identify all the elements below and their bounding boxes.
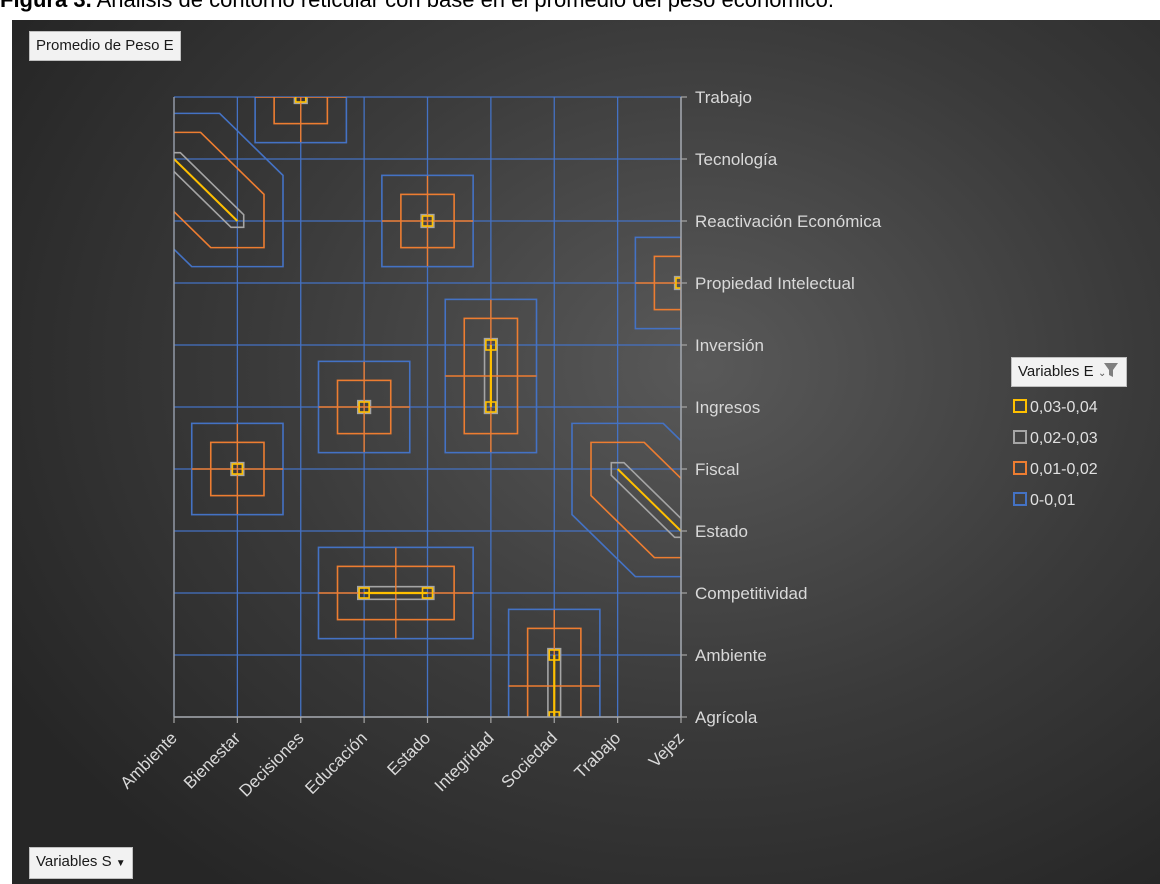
svg-text:⌄: ⌄ (1098, 368, 1106, 379)
y-tick-label: Estado (695, 522, 748, 541)
legend-label: 0-0,01 (1030, 492, 1076, 509)
contour-peak (231, 463, 244, 475)
contour-layer (174, 97, 681, 717)
contour-peak (421, 587, 434, 599)
y-tick-label: Fiscal (695, 460, 739, 479)
filter-icon: ⌄ (1098, 363, 1118, 379)
contour-ring (174, 131, 265, 249)
y-tick-label: Reactivación Económica (695, 212, 882, 231)
y-tick-label: Ingresos (695, 398, 760, 417)
contour-ring (590, 441, 681, 559)
x-tick-label: Bienestar (180, 728, 244, 792)
y-tick-label: Propiedad Intelectual (695, 274, 855, 293)
y-tick-label: Inversión (695, 336, 764, 355)
axis-field-button-label: Variables S (36, 853, 112, 870)
contour-peak (358, 401, 370, 413)
contour-ring (254, 97, 348, 144)
x-tick-label: Trabajo (571, 728, 625, 782)
x-tick-label: Vejez (645, 728, 688, 771)
x-tick-label: Integridad (431, 728, 498, 795)
y-tick-label: Competitividad (695, 584, 807, 603)
legend-field-button[interactable]: Variables E ⌄ (1011, 357, 1127, 387)
caption-text: Análisis de contorno reticular con base … (92, 0, 834, 12)
x-tick-label: Sociedad (498, 728, 562, 792)
contour-peak (485, 339, 497, 351)
contour-peak-line (616, 468, 681, 532)
figure-caption: Figura 3. Análisis de contorno reticular… (0, 0, 1160, 12)
y-tick-label: Agrícola (695, 708, 758, 727)
axis-field-button[interactable]: Variables S ▼ (29, 847, 133, 879)
contour-ring (174, 151, 245, 229)
dropdown-arrow-icon: ▼ (115, 858, 126, 869)
y-tick-label: Ambiente (695, 646, 767, 665)
legend-label: 0,02-0,03 (1030, 430, 1098, 447)
y-tick-label: Trabajo (695, 88, 752, 107)
contour-peak (548, 711, 561, 717)
field-button-promedio[interactable]: Promedio de Peso E (29, 31, 181, 61)
contour-ring (174, 112, 284, 268)
legend-swatch (1013, 461, 1027, 475)
field-button-label: Promedio de Peso E (36, 37, 174, 54)
x-tick-label: Educación (301, 728, 371, 798)
legend-label: 0,03-0,04 (1030, 399, 1098, 416)
y-tick-label: Tecnología (695, 150, 778, 169)
contour-peak (485, 401, 497, 413)
legend-swatch (1013, 430, 1027, 444)
contour-peak (548, 649, 561, 661)
contour-peak (421, 215, 434, 227)
chart-area (12, 20, 1160, 884)
legend-item: 0,02-0,03 (1013, 429, 1098, 449)
legend-item: 0-0,01 (1013, 491, 1075, 511)
contour-ring (610, 461, 681, 539)
x-tick-label: Ambiente (117, 728, 181, 792)
legend-item: 0,03-0,04 (1013, 398, 1098, 418)
x-tick-label: Decisiones (235, 728, 307, 800)
contour-ring (571, 422, 681, 578)
legend-title: Variables E (1018, 363, 1094, 380)
contour-peak (294, 97, 307, 103)
legend-item: 0,01-0,02 (1013, 460, 1098, 480)
contour-peak (358, 587, 370, 599)
legend-label: 0,01-0,02 (1030, 461, 1098, 478)
legend-swatch (1013, 399, 1027, 413)
x-tick-label: Estado (383, 728, 434, 779)
contour-peak-line (174, 158, 239, 222)
legend-swatch (1013, 492, 1027, 506)
contour-peak (675, 277, 681, 289)
caption-label: Figura 3. (0, 0, 92, 12)
